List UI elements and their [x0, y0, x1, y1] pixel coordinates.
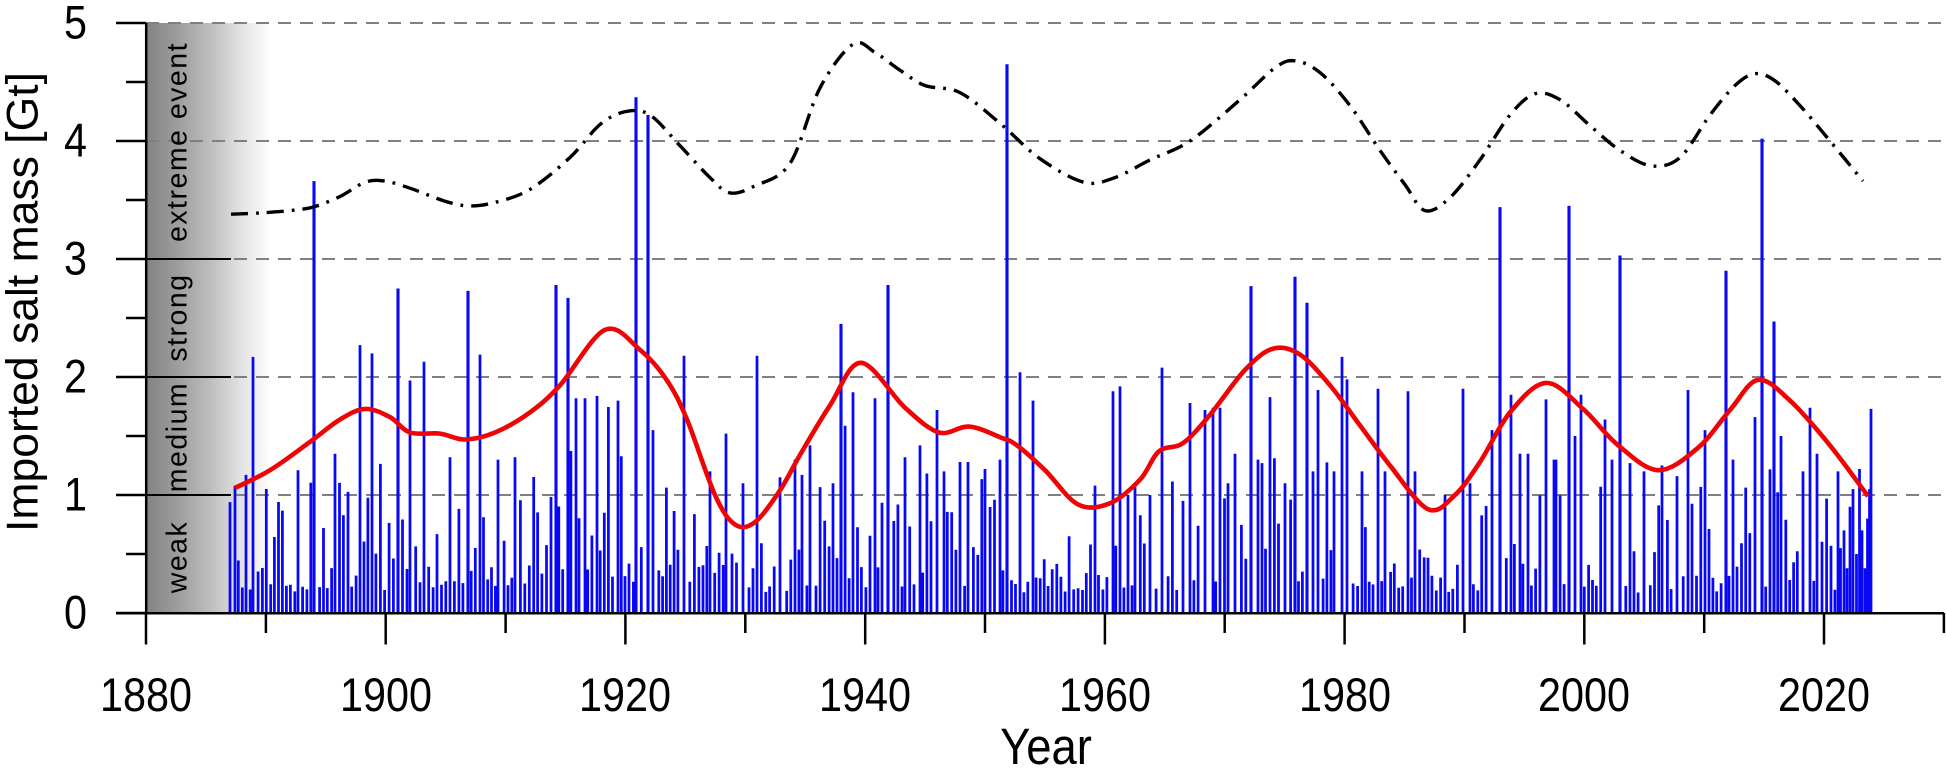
svg-text:medium: medium	[162, 382, 194, 492]
svg-text:1980: 1980	[1299, 670, 1391, 722]
svg-text:1900: 1900	[340, 670, 432, 722]
svg-text:0: 0	[64, 587, 87, 639]
svg-text:1880: 1880	[100, 670, 192, 722]
svg-text:weak: weak	[162, 521, 194, 595]
svg-text:extreme event: extreme event	[162, 42, 194, 242]
svg-text:strong: strong	[162, 273, 194, 361]
svg-text:2: 2	[64, 351, 87, 403]
svg-text:4: 4	[64, 115, 87, 167]
svg-text:2020: 2020	[1778, 670, 1870, 722]
svg-text:3: 3	[64, 233, 87, 285]
svg-text:Imported salt mass [Gt]: Imported salt mass [Gt]	[0, 72, 48, 532]
svg-text:5: 5	[64, 0, 87, 49]
svg-text:2000: 2000	[1538, 670, 1630, 722]
svg-text:1920: 1920	[579, 670, 671, 722]
svg-text:1960: 1960	[1059, 670, 1151, 722]
svg-text:1940: 1940	[819, 670, 911, 722]
svg-text:Year: Year	[1000, 719, 1092, 768]
svg-text:1: 1	[64, 469, 87, 521]
